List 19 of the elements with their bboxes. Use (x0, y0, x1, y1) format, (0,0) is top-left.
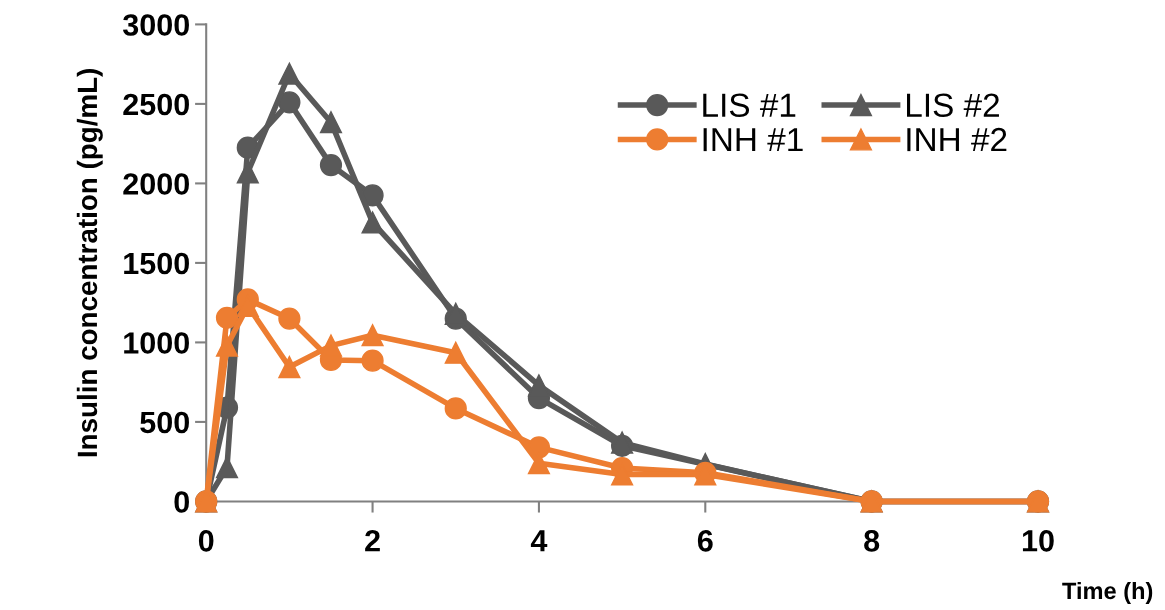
x-tick-label: 0 (198, 530, 214, 552)
legend-label: INH #1 (703, 128, 803, 152)
x-tick-label: 10 (1022, 530, 1054, 552)
x-tick-label: 2 (365, 530, 380, 552)
y-tick-label: 1000 (124, 332, 189, 354)
y-tick-label: 1500 (124, 252, 189, 275)
legend-label: INH #2 (907, 127, 1007, 152)
y-tick-label: 2000 (123, 173, 189, 195)
y-tick-label: 3000 (122, 14, 189, 36)
legend-label: LIS #2 (907, 93, 999, 118)
y-tick-label: 500 (140, 411, 189, 434)
y-tick-label: 0 (174, 491, 189, 513)
y-tick-label: 2500 (123, 93, 189, 116)
x-tick-label: 4 (530, 530, 548, 552)
legend-label: LIS #1 (703, 93, 796, 118)
y-axis-title: Insulin concentration (pg/mL) (76, 69, 103, 457)
x-axis-title: Time (h) (1062, 581, 1153, 604)
x-tick-label: 6 (697, 530, 713, 552)
x-tick-label: 8 (864, 530, 880, 552)
